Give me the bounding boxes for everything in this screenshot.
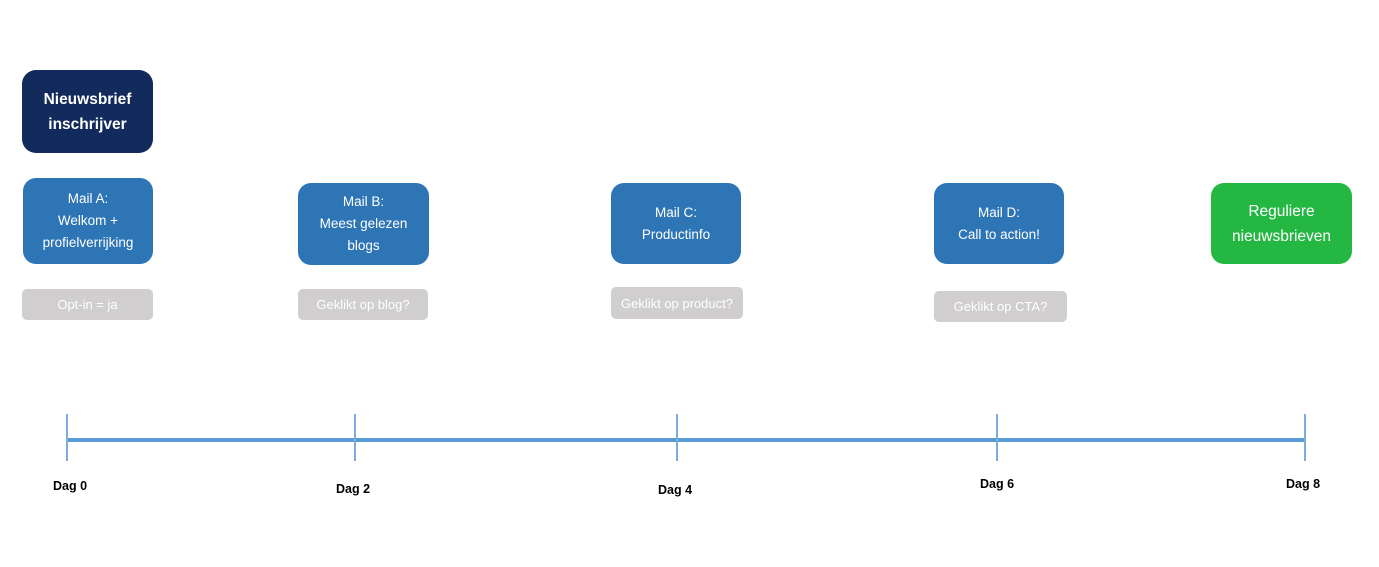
end-node-reguliere-nieuwsbrieven: Reguliere nieuwsbrieven <box>1211 183 1352 264</box>
timeline-tick-dag-2 <box>354 414 356 461</box>
timeline-label-dag-2: Dag 2 <box>335 482 371 496</box>
timeline-label-dag-8: Dag 8 <box>1285 477 1321 491</box>
mail-d-node: Mail D: Call to action! <box>934 183 1064 264</box>
timeline-tick-dag-0 <box>66 414 68 461</box>
condition-geklikt-op-product: Geklikt op product? <box>611 287 743 319</box>
condition-geklikt-op-blog: Geklikt op blog? <box>298 289 428 320</box>
start-node-nieuwsbrief-inschrijver: Nieuwsbrief inschrijver <box>22 70 153 153</box>
condition-opt-in: Opt-in = ja <box>22 289 153 320</box>
mail-b-node: Mail B: Meest gelezen blogs <box>298 183 429 265</box>
timeline-tick-dag-4 <box>676 414 678 461</box>
timeline-axis <box>67 438 1305 442</box>
timeline-label-dag-6: Dag 6 <box>979 477 1015 491</box>
timeline-label-dag-0: Dag 0 <box>52 479 88 493</box>
condition-geklikt-op-cta: Geklikt op CTA? <box>934 291 1067 322</box>
timeline-tick-dag-8 <box>1304 414 1306 461</box>
timeline-tick-dag-6 <box>996 414 998 461</box>
timeline-label-dag-4: Dag 4 <box>657 483 693 497</box>
mail-a-node: Mail A: Welkom + profielverrijking <box>23 178 153 264</box>
mail-c-node: Mail C: Productinfo <box>611 183 741 264</box>
